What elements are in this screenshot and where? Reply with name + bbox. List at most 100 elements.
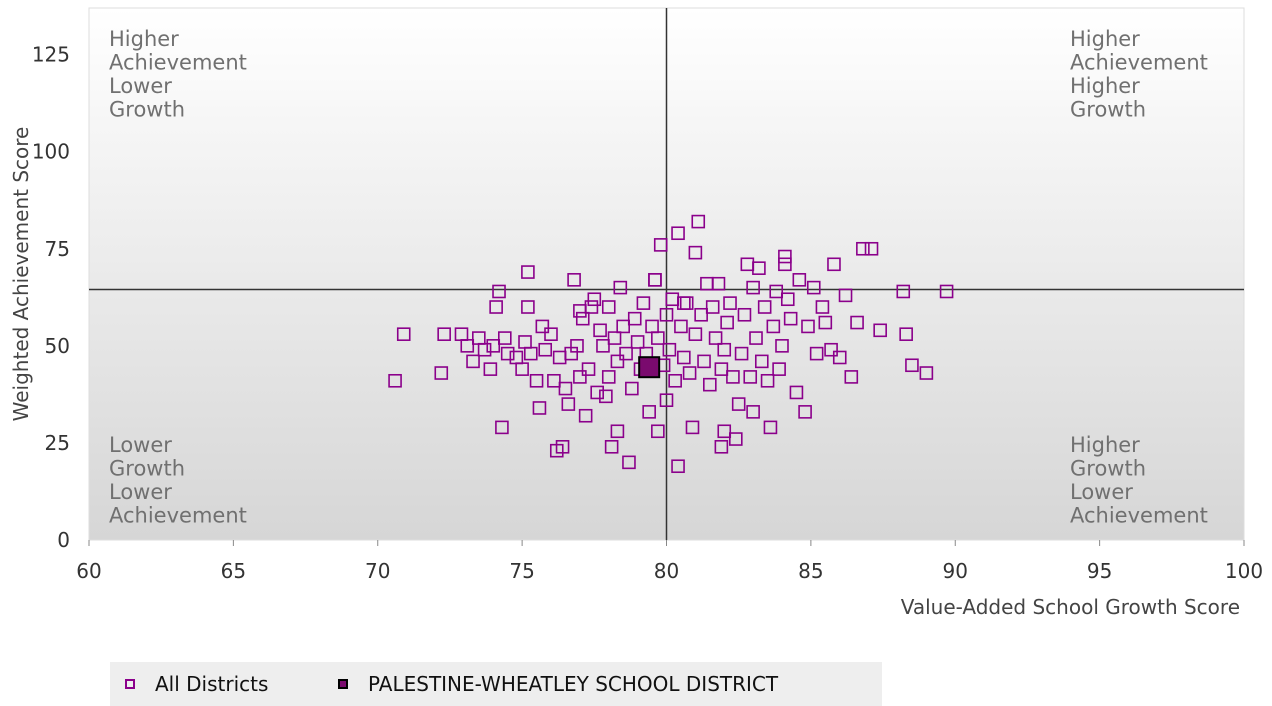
data-point: [581, 362, 596, 376]
data-point: [590, 385, 605, 400]
quad-label-top-left-line: Lower: [109, 74, 172, 98]
data-point: [558, 381, 573, 396]
data-point: [757, 300, 772, 314]
data-point: [627, 311, 642, 326]
data-point: [578, 408, 593, 423]
x-tick-label: 60: [76, 559, 101, 583]
data-point: [515, 362, 529, 376]
quad-label-bottom-left-line: Lower: [109, 480, 172, 504]
data-point: [616, 319, 630, 334]
legend-label-district: PALESTINE-WHEATLEY SCHOOL DISTRICT: [368, 672, 779, 696]
highlighted-district-point: [638, 356, 661, 379]
data-point: [731, 397, 746, 411]
quad-label-bottom-right-line: Lower: [1070, 480, 1133, 504]
data-point: [778, 249, 792, 264]
data-point: [601, 300, 616, 314]
data-point: [593, 323, 607, 338]
data-point: [838, 288, 853, 303]
data-point: [723, 296, 737, 310]
data-point: [587, 292, 602, 307]
data-point: [529, 373, 544, 388]
data-point: [815, 300, 830, 314]
data-point: [703, 377, 717, 392]
quad-label-top-right-line: Achievement: [1070, 51, 1208, 75]
data-point: [754, 354, 769, 369]
data-point: [682, 366, 697, 380]
data-point: [688, 327, 703, 341]
data-point: [486, 339, 501, 353]
legend-item-district[interactable]: PALESTINE-WHEATLEY SCHOOL DISTRICT: [338, 662, 778, 706]
y-tick-label: 125: [32, 43, 70, 67]
data-point: [659, 393, 674, 408]
data-point: [792, 273, 807, 287]
data-point: [905, 358, 919, 373]
data-point: [636, 296, 651, 310]
quad-label-top-right: Higher Achievement Higher Growth: [1070, 27, 1208, 122]
y-axis-title: Weighted Achievement Score: [9, 127, 33, 422]
quad-label-bottom-left-line: Growth: [109, 457, 185, 481]
data-point: [798, 405, 812, 419]
data-point: [864, 241, 879, 256]
data-point: [570, 339, 584, 353]
data-point: [711, 276, 726, 291]
quad-label-top-left-line: Higher: [109, 27, 179, 51]
data-point: [743, 370, 758, 384]
data-point: [573, 370, 587, 384]
data-point: [544, 327, 558, 341]
data-point: [495, 420, 509, 435]
data-point: [483, 362, 498, 376]
hollow-square-icon: [125, 679, 135, 689]
data-point: [668, 373, 682, 388]
data-point: [717, 424, 732, 439]
data-point: [688, 245, 703, 260]
data-point: [873, 323, 887, 338]
data-point: [717, 342, 732, 357]
quad-label-bottom-left-line: Lower: [109, 433, 172, 457]
data-point: [521, 300, 535, 314]
data-point: [659, 307, 674, 322]
data-point: [547, 373, 561, 388]
data-point: [599, 389, 613, 404]
x-tick-label: 85: [798, 559, 823, 583]
quad-label-bottom-right-line: Achievement: [1070, 504, 1208, 528]
data-point: [720, 315, 734, 330]
data-point: [856, 241, 870, 256]
data-point: [607, 331, 622, 345]
legend-label-all-districts: All Districts: [155, 672, 269, 696]
data-point: [749, 331, 763, 345]
data-point: [584, 300, 599, 314]
quad-label-bottom-right: Higher Growth Lower Achievement: [1070, 433, 1208, 528]
x-tick-label: 80: [654, 559, 679, 583]
data-point: [535, 319, 550, 334]
data-point: [734, 346, 749, 361]
data-point: [752, 261, 766, 275]
data-point: [714, 440, 729, 454]
data-point: [896, 284, 911, 299]
quad-label-bottom-right-line: Higher: [1070, 433, 1140, 457]
data-point: [521, 265, 535, 279]
x-tick-label: 90: [943, 559, 968, 583]
legend-item-all-districts[interactable]: All Districts: [125, 662, 268, 706]
x-tick-label: 95: [1087, 559, 1112, 583]
data-point: [772, 362, 786, 376]
data-point: [651, 424, 665, 439]
y-tick-label: 0: [57, 528, 70, 552]
data-point: [769, 284, 784, 299]
data-point: [671, 226, 685, 241]
quad-label-top-left: Higher Achievement Lower Growth: [109, 27, 247, 122]
data-point: [555, 440, 570, 454]
data-point: [532, 401, 547, 415]
quad-label-top-right-line: Higher: [1070, 27, 1140, 51]
data-point: [651, 331, 665, 345]
data-point: [674, 319, 688, 334]
data-point: [642, 405, 656, 419]
data-point: [844, 370, 859, 384]
data-point: [726, 370, 740, 384]
quad-label-bottom-left: Lower Growth Lower Achievement: [109, 433, 247, 528]
y-tick-label: 50: [45, 334, 70, 358]
data-point: [824, 342, 838, 357]
data-point: [691, 214, 706, 229]
data-point: [575, 311, 590, 326]
data-point: [746, 280, 760, 295]
quad-label-top-right-line: Higher: [1070, 74, 1140, 98]
